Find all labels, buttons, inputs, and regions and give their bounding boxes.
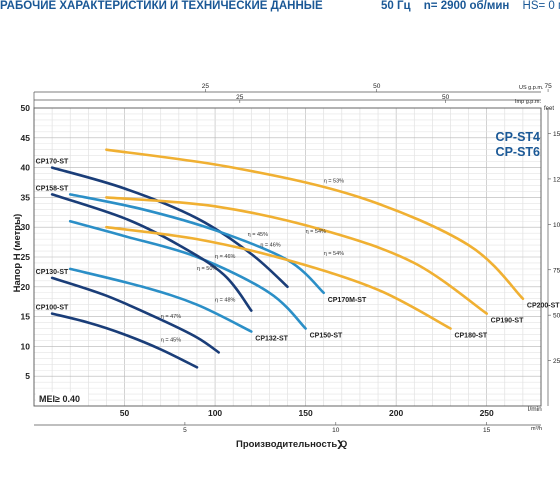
series-label-cp100-st: CP100-ST xyxy=(36,305,69,312)
frequency-label: 50 Гц xyxy=(381,0,411,12)
y-tick-label: 50 xyxy=(21,103,31,113)
operating-conditions: 50 Гц n= 2900 об/мин HS= 0 м xyxy=(381,0,560,12)
mei-label: MEI≥ 0.40 xyxy=(39,394,80,404)
y-tick-label: 45 xyxy=(21,133,31,143)
y-tick-label: 20 xyxy=(21,282,31,292)
y-tick-label: 35 xyxy=(21,192,31,202)
usgpm-tick-label: 75 xyxy=(544,83,552,90)
y-axis-label: Напор H (метры) xyxy=(12,214,23,293)
plot-frame xyxy=(33,107,542,407)
x-unit-usgpm: US g.p.m. xyxy=(519,85,544,91)
m3h-tick-label: 10 xyxy=(332,427,340,434)
series-label-cp132-st: CP132-ST xyxy=(255,336,288,343)
x-tick-label: 150 xyxy=(299,408,313,418)
curve-cp100-st xyxy=(50,312,199,369)
grid xyxy=(34,108,541,406)
y-tick-label: 10 xyxy=(21,341,31,351)
y-tick-label: 40 xyxy=(21,163,31,173)
feet-tick-label: 75 xyxy=(553,267,560,274)
curve-cp200-st xyxy=(105,148,525,300)
curve-cp170-st xyxy=(50,166,289,289)
efficiency-label: η = 50% xyxy=(197,266,217,272)
series-curves xyxy=(50,148,525,369)
usgpm-tick-label: 25 xyxy=(202,83,210,90)
x-axis-label: Производительность Q xyxy=(236,439,347,450)
series-label-cp180-st: CP180-ST xyxy=(454,333,487,340)
curve-cp132-st xyxy=(68,267,253,333)
series-labels: CP100-ST CP130-ST CP132-ST CP150-ST CP158-ST… xyxy=(36,159,560,343)
efficiency-labels: η = 53% η = 54% η = 54% η = 45% η = 46% η = 4… xyxy=(161,179,344,344)
m3h-tick-label: 15 xyxy=(483,427,491,434)
y-tick-label: 15 xyxy=(21,312,31,322)
efficiency-label: η = 45% xyxy=(161,338,181,344)
feet-tick-label: 125 xyxy=(553,176,560,183)
efficiency-label: η = 53% xyxy=(324,179,344,185)
model-name-st4: CP-ST4 xyxy=(496,130,541,144)
y-tick-label: 25 xyxy=(21,252,31,262)
m3h-tick-label: 5 xyxy=(183,427,187,434)
curve-cp180-st xyxy=(105,225,452,330)
efficiency-label: η = 48% xyxy=(215,298,235,304)
x-unit-impgpm: Imp g.p.m. xyxy=(515,99,541,105)
series-label-cp158-st: CP158-ST xyxy=(36,185,69,192)
feet-tick-label: 25 xyxy=(553,358,560,365)
x-tick-label: 200 xyxy=(389,408,403,418)
mei-box xyxy=(36,392,88,405)
y2-unit-feet: feet xyxy=(544,106,554,112)
feet-tick-label: 150 xyxy=(553,131,560,138)
series-label-cp200-st: CP200-ST xyxy=(527,303,560,310)
efficiency-label: η = 45% xyxy=(248,232,268,238)
impgpm-tick-label: 50 xyxy=(442,94,450,101)
speed-label: n= 2900 об/мин xyxy=(423,0,510,12)
axes: 25 50 75 25 50 5 10 15 50 100 150 200 250 5 10 15 20 25 30… xyxy=(21,83,560,434)
curve-cp190-st xyxy=(105,196,488,315)
efficiency-label: η = 54% xyxy=(306,229,326,235)
efficiency-label: η = 46% xyxy=(215,254,235,260)
hs-label: HS= 0 м xyxy=(522,0,560,12)
chart-title: РАБОЧИЕ ХАРАКТЕРИСТИКИ И ТЕХНИЧЕСКИЕ ДАН… xyxy=(0,0,323,12)
usgpm-tick-label: 50 xyxy=(373,83,381,90)
series-label-cp150-st: CP150-ST xyxy=(310,333,343,340)
x-tick-label: 100 xyxy=(208,408,222,418)
feet-tick-label: 50 xyxy=(553,313,560,320)
model-name-st6: CP-ST6 xyxy=(496,145,541,159)
x-tick-label: 50 xyxy=(120,408,130,418)
feet-tick-label: 100 xyxy=(553,222,560,229)
curve-cp170m-st xyxy=(68,193,325,295)
x-unit-lmin: l/min xyxy=(528,406,542,413)
impgpm-tick-label: 25 xyxy=(236,94,244,101)
y-tick-label: 5 xyxy=(25,371,30,381)
series-label-cp170m-st: CP170M-ST xyxy=(328,297,367,304)
efficiency-label: η = 47% xyxy=(161,314,181,320)
y-tick-label: 30 xyxy=(21,222,31,232)
series-label-cp130-st: CP130-ST xyxy=(36,269,69,276)
efficiency-label: η = 54% xyxy=(324,251,344,257)
series-label-cp170-st: CP170-ST xyxy=(36,159,69,166)
curve-cp130-st xyxy=(50,276,220,354)
x-unit-m3h: m³/h xyxy=(531,426,542,432)
x-axis-arrow: ❯ xyxy=(336,439,344,450)
chart-header: РАБОЧИЕ ХАРАКТЕРИСТИКИ И ТЕХНИЧЕСКИЕ ДАН… xyxy=(0,0,560,22)
x-tick-label: 250 xyxy=(480,408,494,418)
curve-cp158-st xyxy=(50,193,253,312)
series-label-cp190-st: CP190-ST xyxy=(491,318,524,325)
efficiency-label: η = 46% xyxy=(260,242,280,248)
